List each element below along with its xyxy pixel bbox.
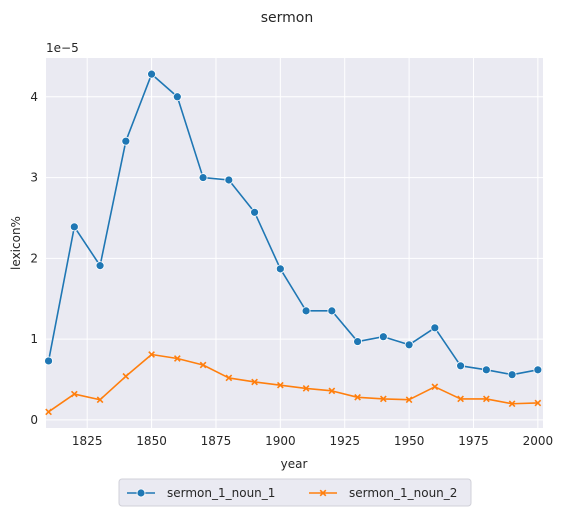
y-axis-ticks: 0 1 2 3 4	[30, 90, 38, 427]
y-tick-label: 4	[30, 90, 38, 104]
data-point	[224, 175, 234, 185]
x-tick-label: 1900	[265, 434, 296, 448]
data-point	[353, 337, 362, 346]
data-point	[122, 372, 130, 380]
x-axis-ticks: 1825 1850 1875 1900 1925 1950 1975 2000	[72, 434, 553, 448]
data-point	[302, 385, 310, 392]
y-tick-label: 1	[30, 332, 38, 346]
series-layer	[44, 69, 543, 416]
data-point	[507, 370, 517, 380]
data-point	[225, 374, 233, 382]
data-point	[534, 399, 542, 407]
series-line	[48, 353, 538, 413]
x-tick-label: 1925	[329, 434, 360, 448]
data-point	[508, 400, 516, 408]
data-point	[354, 393, 361, 401]
data-point	[431, 383, 439, 391]
x-tick-label: 2000	[523, 434, 554, 448]
data-point	[276, 381, 284, 389]
data-point	[44, 356, 53, 366]
data-point	[378, 332, 388, 342]
y-axis-label: lexicon%	[9, 216, 23, 270]
data-point	[456, 361, 465, 371]
data-point	[148, 351, 155, 358]
data-point	[482, 395, 490, 403]
data-point	[96, 396, 104, 404]
x-tick-label: 1825	[72, 434, 103, 448]
chart-title: sermon	[261, 10, 314, 26]
data-point	[327, 306, 337, 316]
data-point	[301, 306, 311, 316]
data-point	[533, 365, 543, 375]
data-point	[404, 340, 414, 350]
data-point	[251, 378, 258, 386]
data-point	[147, 69, 156, 79]
data-point	[405, 396, 413, 404]
x-tick-label: 1850	[136, 434, 167, 448]
x-axis-label: year	[281, 457, 308, 471]
legend-item: sermon_1_noun_1	[127, 486, 275, 500]
legend-marker	[136, 488, 146, 498]
y-tick-label: 0	[30, 413, 38, 427]
data-point	[70, 390, 78, 398]
data-point	[173, 355, 181, 362]
data-point	[379, 395, 387, 403]
plot-area	[46, 58, 543, 428]
series-line	[47, 73, 538, 376]
y-tick-label: 3	[30, 171, 38, 185]
x-tick-label: 1950	[394, 434, 425, 448]
data-point	[481, 365, 491, 375]
data-point	[457, 395, 464, 403]
legend-box	[118, 478, 472, 507]
legend-label: sermon_1_noun_1	[167, 486, 275, 500]
y-tick-label: 2	[30, 251, 38, 265]
data-point	[250, 207, 259, 217]
legend-label: sermon_1_noun_2	[349, 486, 457, 500]
legend: sermon_1_noun_1 sermon_1_noun_2	[118, 478, 472, 507]
legend-item: sermon_1_noun_2	[309, 486, 457, 500]
y-scale-label: 1e−5	[46, 41, 79, 55]
data-point	[45, 408, 52, 416]
data-point	[198, 173, 208, 182]
data-point	[328, 387, 336, 395]
series-1	[44, 69, 543, 380]
data-point	[275, 264, 285, 274]
data-point	[199, 361, 207, 369]
data-point	[121, 136, 131, 146]
data-point	[95, 261, 105, 271]
x-tick-label: 1875	[201, 434, 232, 448]
series-2	[45, 351, 542, 416]
data-point	[430, 323, 440, 333]
grid-lines	[46, 58, 543, 428]
data-point	[172, 92, 182, 102]
legend-marker	[319, 489, 327, 497]
x-tick-label: 1975	[458, 434, 489, 448]
data-point	[69, 222, 79, 232]
